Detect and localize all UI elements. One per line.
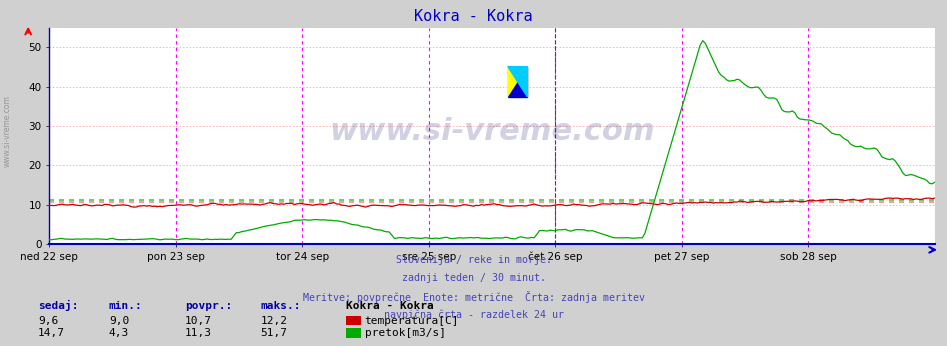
- Text: 9,6: 9,6: [38, 316, 58, 326]
- Text: navpična črta - razdelek 24 ur: navpična črta - razdelek 24 ur: [384, 309, 563, 320]
- Text: sedaj:: sedaj:: [38, 300, 79, 311]
- Polygon shape: [508, 67, 527, 97]
- Text: maks.:: maks.:: [260, 301, 301, 311]
- Text: www.si-vreme.com: www.si-vreme.com: [3, 95, 12, 167]
- Polygon shape: [508, 67, 527, 97]
- Text: 11,3: 11,3: [185, 328, 212, 338]
- Text: 12,2: 12,2: [260, 316, 288, 326]
- Text: temperatura[C]: temperatura[C]: [365, 316, 459, 326]
- Text: zadnji teden / 30 minut.: zadnji teden / 30 minut.: [402, 273, 545, 283]
- Text: pretok[m3/s]: pretok[m3/s]: [365, 328, 446, 338]
- Text: 14,7: 14,7: [38, 328, 65, 338]
- Text: Slovenija / reke in morje.: Slovenija / reke in morje.: [396, 255, 551, 265]
- Polygon shape: [508, 67, 527, 97]
- Text: www.si-vreme.com: www.si-vreme.com: [330, 117, 654, 146]
- Text: 51,7: 51,7: [260, 328, 288, 338]
- Text: povpr.:: povpr.:: [185, 301, 232, 311]
- Text: 10,7: 10,7: [185, 316, 212, 326]
- Text: Meritve: povprečne  Enote: metrične  Črta: zadnja meritev: Meritve: povprečne Enote: metrične Črta:…: [302, 291, 645, 303]
- Text: 9,0: 9,0: [109, 316, 129, 326]
- Text: min.:: min.:: [109, 301, 143, 311]
- Text: Kokra - Kokra: Kokra - Kokra: [414, 9, 533, 24]
- Text: 4,3: 4,3: [109, 328, 129, 338]
- Text: Kokra - Kokra: Kokra - Kokra: [346, 301, 434, 311]
